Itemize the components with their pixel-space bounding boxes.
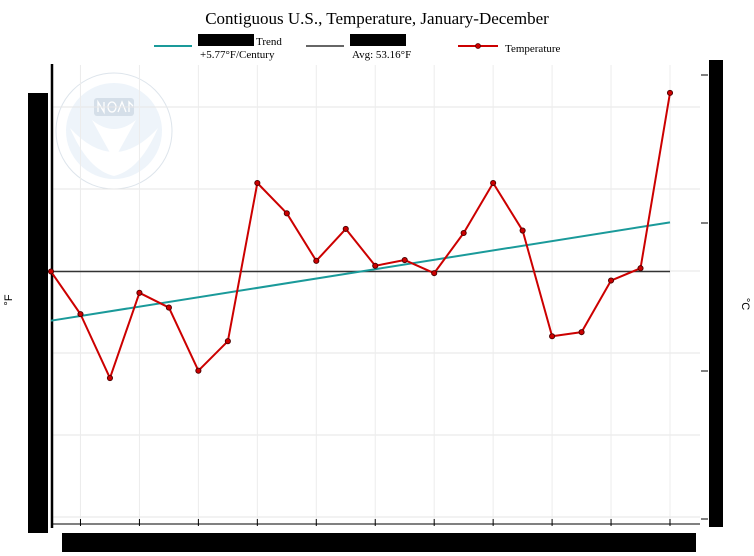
temperature-point xyxy=(342,225,349,232)
temperature-point xyxy=(519,227,526,234)
temperature-series-line xyxy=(50,92,671,380)
temperature-point xyxy=(549,333,556,340)
temperature-point xyxy=(401,256,408,264)
temperature-point xyxy=(490,179,497,187)
temperature-point xyxy=(372,262,379,269)
temperature-point xyxy=(136,289,143,296)
temperature-point xyxy=(666,89,674,96)
legend: Trend +5.77°F/Century Avg: 53.16°F Tempe… xyxy=(154,34,561,61)
legend-redaction-bar xyxy=(350,34,406,46)
y-axis-label-left: °F xyxy=(3,294,15,305)
legend-temperature-label: Temperature xyxy=(505,43,561,55)
axes xyxy=(50,64,708,528)
legend-trend-rate: +5.77°F/Century xyxy=(200,49,275,61)
legend-average-label: Avg: 53.16°F xyxy=(352,49,411,61)
x-axis-redaction-bar xyxy=(62,533,696,552)
noaa-logo-watermark xyxy=(55,72,173,190)
temperature-point xyxy=(224,338,231,345)
trend-line xyxy=(50,221,671,322)
temperature-point xyxy=(637,265,644,272)
legend-temperature-marker xyxy=(475,43,481,49)
temperature-point xyxy=(195,367,202,374)
temperature-point xyxy=(77,311,84,318)
temperature-point xyxy=(607,277,615,284)
temperature-point xyxy=(313,257,320,264)
right-axis-redaction-bar xyxy=(709,60,723,527)
temperature-point xyxy=(283,210,290,217)
temperature-point xyxy=(47,268,55,275)
temperature-point xyxy=(460,229,467,237)
y-axis-label-right: °C xyxy=(739,298,751,310)
legend-trend-label: Trend xyxy=(256,36,282,48)
temperature-point xyxy=(578,329,585,336)
chart-title: Contiguous U.S., Temperature, January-De… xyxy=(205,9,549,28)
temperature-point xyxy=(165,304,172,311)
temperature-point xyxy=(254,179,261,187)
legend-redaction-bar xyxy=(198,34,254,46)
series-layer xyxy=(47,89,674,382)
temperature-point xyxy=(106,374,114,382)
temperature-point xyxy=(431,270,438,277)
left-axis-redaction-bar xyxy=(28,93,48,533)
